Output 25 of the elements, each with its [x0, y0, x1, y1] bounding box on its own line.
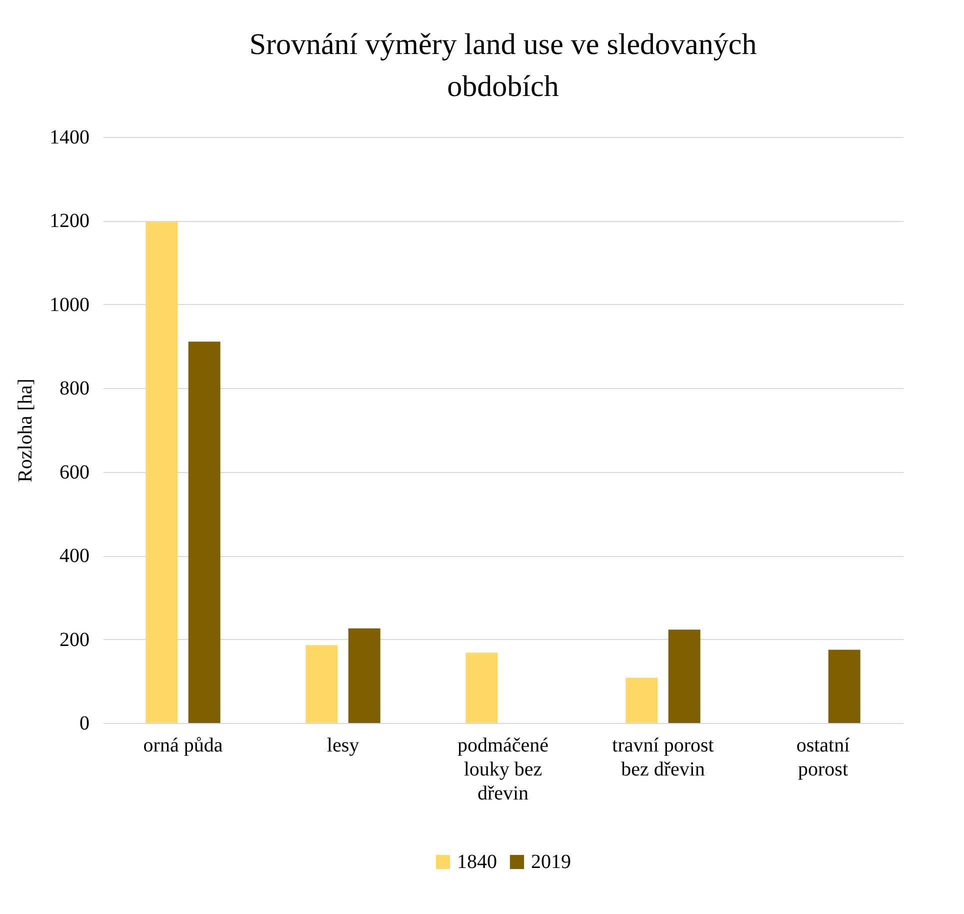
legend-label: 1840 [457, 851, 497, 873]
chart-title: Srovnání výměry land use ve sledovaných obdobích [249, 28, 757, 103]
bar [828, 650, 860, 723]
bar [188, 342, 220, 723]
y-tick-label: 200 [60, 628, 90, 651]
y-tick-label: 0 [80, 712, 90, 734]
x-tick-label: lesy [326, 734, 360, 756]
x-tick-label: travní porost bez dřevin [612, 734, 714, 780]
x-tick-label: ostatní porost [796, 734, 850, 780]
bar [306, 645, 338, 723]
y-tick-label: 1400 [50, 126, 90, 148]
y-tick-label: 400 [60, 545, 90, 568]
x-tick-label: orná půda [143, 734, 223, 756]
bar [466, 652, 498, 723]
y-tick-label: 1000 [50, 294, 90, 316]
y-tick-label: 1200 [50, 210, 90, 232]
y-tick-label: 600 [60, 461, 90, 484]
x-tick-label: podmáčené louky bez dřevin [457, 734, 549, 804]
bar [626, 678, 658, 723]
bar [348, 628, 380, 723]
y-tick-label: 800 [60, 378, 90, 400]
bar [146, 222, 178, 723]
legend-label: 2019 [531, 851, 571, 873]
y-axis-title: Rozloha [ha] [14, 378, 36, 482]
bar [668, 630, 700, 723]
